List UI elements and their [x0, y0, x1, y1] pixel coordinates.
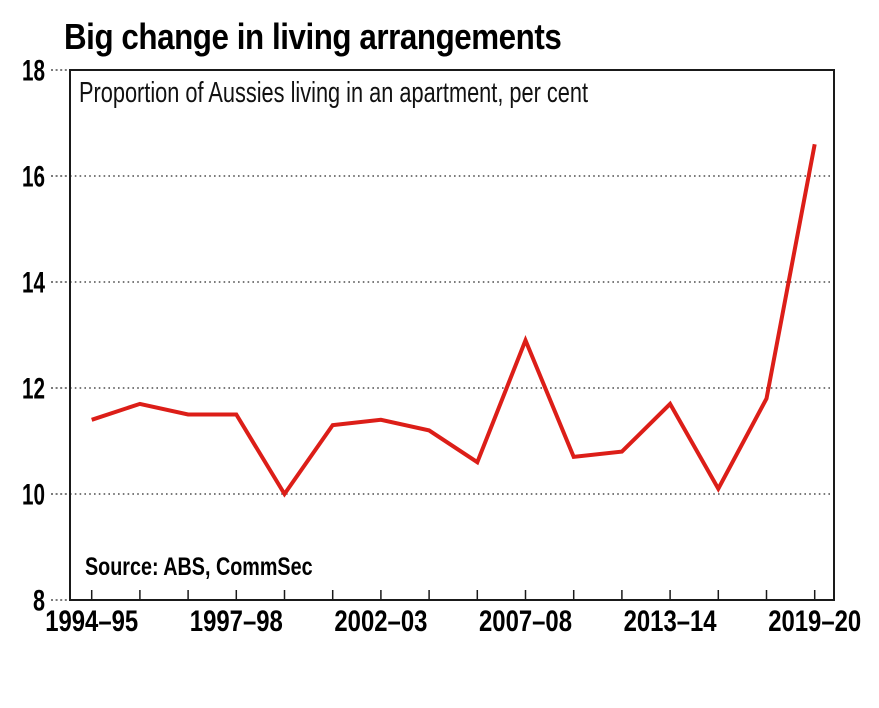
y-axis-label: 8 [33, 585, 45, 618]
x-axis-label: 2002–03 [334, 605, 427, 638]
y-axis-label: 14 [22, 267, 45, 300]
chart-title: Big change in living arrangements [64, 16, 562, 57]
x-axis-label: 1997–98 [190, 605, 283, 638]
y-axis-label: 16 [22, 161, 45, 194]
plot-border [69, 69, 835, 601]
source-note: Source: ABS, CommSec [85, 553, 313, 581]
x-axis-label: 2013–14 [624, 605, 717, 638]
x-axis-label: 1994–95 [45, 605, 138, 638]
y-axis-label: 18 [22, 55, 45, 88]
x-axis-label: 2007–08 [479, 605, 572, 638]
y-axis-label: 10 [22, 479, 45, 512]
x-axis-label: 2019–20 [768, 605, 861, 638]
data-line [91, 143, 817, 498]
chart-subtitle: Proportion of Aussies living in an apart… [79, 77, 588, 109]
y-axis-label: 12 [22, 373, 45, 406]
